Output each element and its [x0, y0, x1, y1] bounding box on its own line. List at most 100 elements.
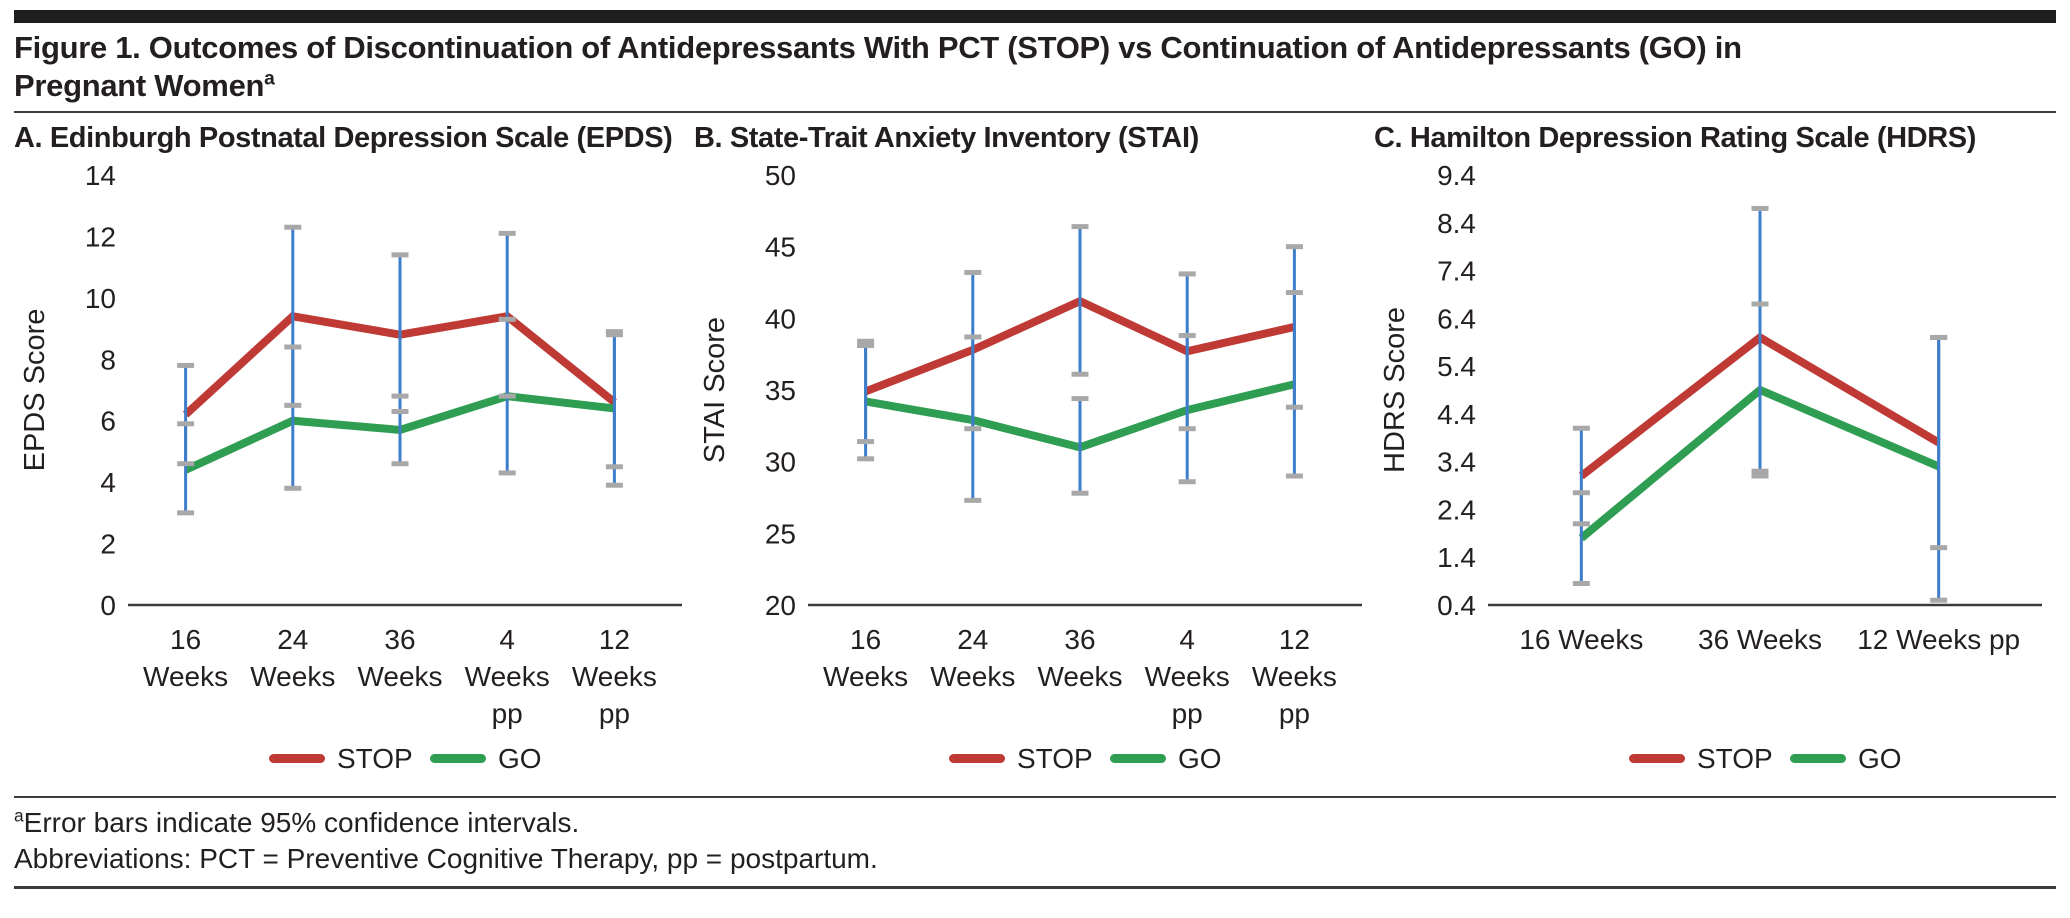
stai-chart-svg: 20 25 30 35 40 45 50 STAI Score 16 Weeks 24 Weeks 36… — [699, 160, 1362, 774]
error-bar-cap — [498, 393, 516, 399]
svg-text:12: 12 — [85, 221, 116, 252]
error-bar-cap — [1071, 371, 1089, 377]
y-tick-labels: 20 25 30 35 40 45 50 — [765, 160, 796, 621]
svg-text:0.4: 0.4 — [1437, 590, 1476, 621]
panel-a-epds: A. Edinburgh Postnatal Depression Scale … — [14, 113, 694, 795]
error-bar-cap — [1178, 271, 1196, 277]
error-bar-cap — [605, 329, 623, 335]
figure-title-line2: Pregnant Womena — [14, 67, 2056, 105]
svg-text:4: 4 — [499, 624, 515, 655]
x-tick-labels: 16 Weeks 36 Weeks 12 Weeks pp — [1519, 624, 2020, 655]
svg-text:Weeks: Weeks — [465, 661, 550, 692]
svg-text:20: 20 — [765, 590, 796, 621]
legend: STOP GO — [1629, 743, 1902, 774]
error-bar-cap — [1930, 597, 1948, 603]
hdrs-chart: 0.4 1.4 2.4 3.4 4.4 5.4 6.4 7.4 8.4 9.4 HDRS Score… — [1374, 155, 2054, 795]
epds-chart: 0 2 4 6 8 10 12 14 EPDS Score 16 Weeks 24 Weeks 36 Wee… — [14, 155, 694, 795]
error-bar-cap — [177, 362, 195, 368]
error-bar-cap — [1178, 426, 1196, 432]
error-bar-cap — [964, 426, 982, 432]
error-bar-cap — [1751, 301, 1769, 307]
charts-row: A. Edinburgh Postnatal Depression Scale … — [14, 113, 2056, 795]
error-bar-cap — [1930, 545, 1948, 551]
svg-text:36: 36 — [1064, 624, 1095, 655]
panel-c-title: C. Hamilton Depression Rating Scale (HDR… — [1374, 122, 1976, 154]
error-bar-cap — [964, 334, 982, 340]
svg-text:16 Weeks: 16 Weeks — [1519, 624, 1643, 655]
error-bar-cap — [1751, 473, 1769, 479]
figure-title-superscript: a — [264, 68, 275, 90]
figure-title-line1: Figure 1. Outcomes of Discontinuation of… — [14, 30, 1742, 65]
error-bar-cap — [1285, 404, 1303, 410]
svg-text:6: 6 — [100, 406, 116, 437]
svg-text:Weeks: Weeks — [1145, 661, 1230, 692]
error-bar-cap — [1178, 333, 1196, 339]
svg-text:pp: pp — [599, 698, 630, 729]
svg-text:4: 4 — [100, 467, 116, 498]
svg-text:pp: pp — [492, 698, 523, 729]
error-bar-cap — [1930, 334, 1948, 340]
error-bar-cap — [964, 497, 982, 503]
x-tick-labels: 16 Weeks 24 Weeks 36 Weeks 4 Weeks pp 12 Weeks pp — [823, 624, 1337, 729]
error-bar-cap — [1071, 224, 1089, 230]
error-bar-caps — [177, 224, 623, 516]
svg-text:4.4: 4.4 — [1437, 399, 1476, 430]
error-bar-cap — [498, 316, 516, 322]
svg-text:36: 36 — [384, 624, 415, 655]
legend-go-swatch — [1110, 754, 1166, 763]
error-bar-caps — [1572, 205, 1948, 603]
error-bar-cap — [1572, 581, 1590, 586]
footnote-abbreviations: Abbreviations: PCT = Preventive Cognitiv… — [14, 843, 878, 874]
footnotes: aError bars indicate 95% confidence inte… — [14, 796, 2056, 886]
svg-text:Weeks: Weeks — [250, 661, 335, 692]
svg-text:Weeks: Weeks — [357, 661, 442, 692]
svg-text:0: 0 — [100, 590, 116, 621]
error-bars — [864, 226, 1296, 501]
error-bar-cap — [1178, 479, 1196, 485]
svg-text:14: 14 — [85, 160, 116, 191]
svg-text:25: 25 — [765, 518, 796, 549]
error-bar-cap — [498, 470, 516, 476]
svg-text:16: 16 — [850, 624, 881, 655]
error-bar-cap — [857, 439, 875, 445]
svg-text:12: 12 — [599, 624, 630, 655]
figure-title-line2-text: Pregnant Women — [14, 68, 265, 103]
svg-text:Weeks: Weeks — [930, 661, 1015, 692]
svg-text:2: 2 — [100, 529, 116, 560]
legend-stop-label: STOP — [1017, 743, 1093, 774]
svg-text:24: 24 — [277, 624, 308, 655]
error-bar-cap — [1285, 473, 1303, 479]
legend: STOP GO — [949, 743, 1222, 774]
error-bar-cap — [391, 252, 409, 258]
error-bar-cap — [857, 343, 875, 349]
svg-text:Weeks: Weeks — [1252, 661, 1337, 692]
error-bar-cap — [391, 461, 409, 467]
svg-text:5.4: 5.4 — [1437, 351, 1476, 382]
error-bar-cap — [284, 485, 302, 491]
error-bar-cap — [284, 402, 302, 408]
svg-text:Weeks: Weeks — [1037, 661, 1122, 692]
svg-text:6.4: 6.4 — [1437, 303, 1476, 334]
error-bar-cap — [605, 332, 623, 338]
error-bar-cap — [964, 269, 982, 275]
svg-text:45: 45 — [765, 232, 796, 263]
footnote-error-bars: aError bars indicate 95% confidence inte… — [14, 805, 2056, 841]
error-bar-cap — [177, 421, 195, 427]
error-bar-cap — [1285, 290, 1303, 296]
svg-text:9.4: 9.4 — [1437, 160, 1476, 191]
error-bar-cap — [1572, 521, 1590, 527]
top-border-bar — [14, 10, 2056, 23]
error-bar-cap — [605, 464, 623, 470]
footnote-error-bars-text: Error bars indicate 95% confidence inter… — [23, 807, 580, 838]
svg-text:3.4: 3.4 — [1437, 447, 1476, 478]
error-bar-cap — [1285, 244, 1303, 250]
panel-b-title: B. State-Trait Anxiety Inventory (STAI) — [694, 122, 1199, 154]
svg-text:1.4: 1.4 — [1437, 542, 1476, 573]
svg-text:40: 40 — [765, 303, 796, 334]
y-axis-title: HDRS Score — [1379, 307, 1411, 473]
y-axis-title: STAI Score — [699, 317, 731, 463]
svg-text:12 Weeks pp: 12 Weeks pp — [1857, 624, 2020, 655]
svg-text:36 Weeks: 36 Weeks — [1698, 624, 1822, 655]
svg-text:8: 8 — [100, 344, 116, 375]
